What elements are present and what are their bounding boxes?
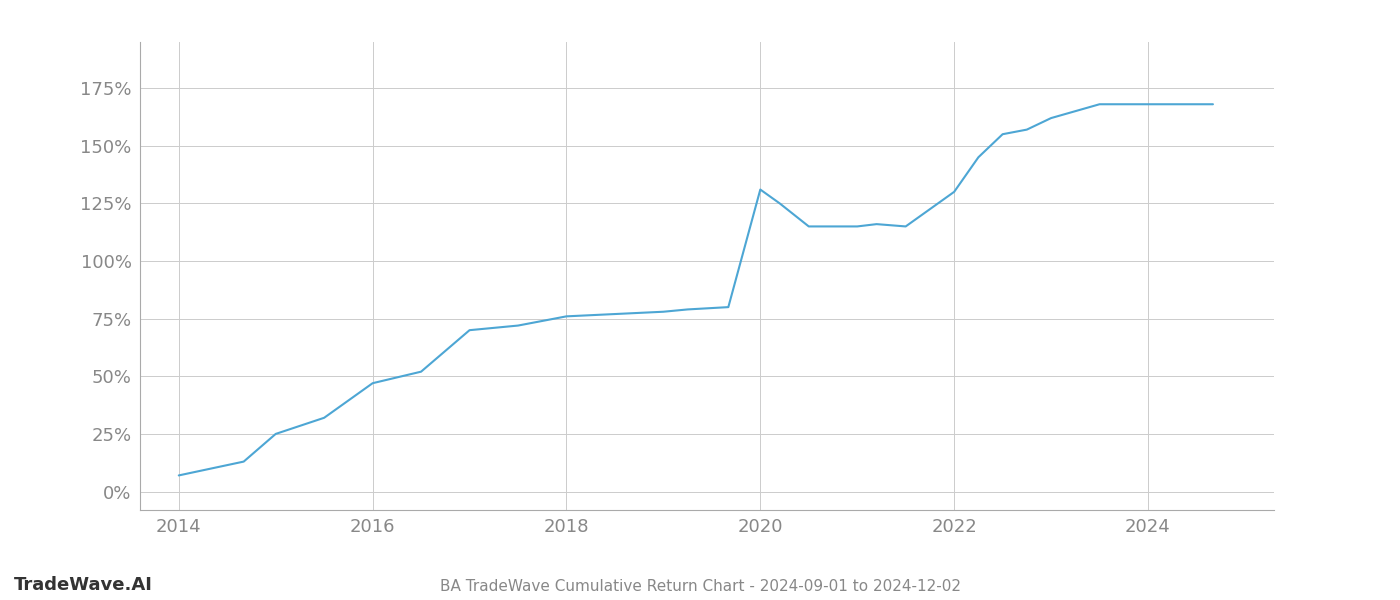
Text: TradeWave.AI: TradeWave.AI <box>14 576 153 594</box>
Text: BA TradeWave Cumulative Return Chart - 2024-09-01 to 2024-12-02: BA TradeWave Cumulative Return Chart - 2… <box>440 579 960 594</box>
